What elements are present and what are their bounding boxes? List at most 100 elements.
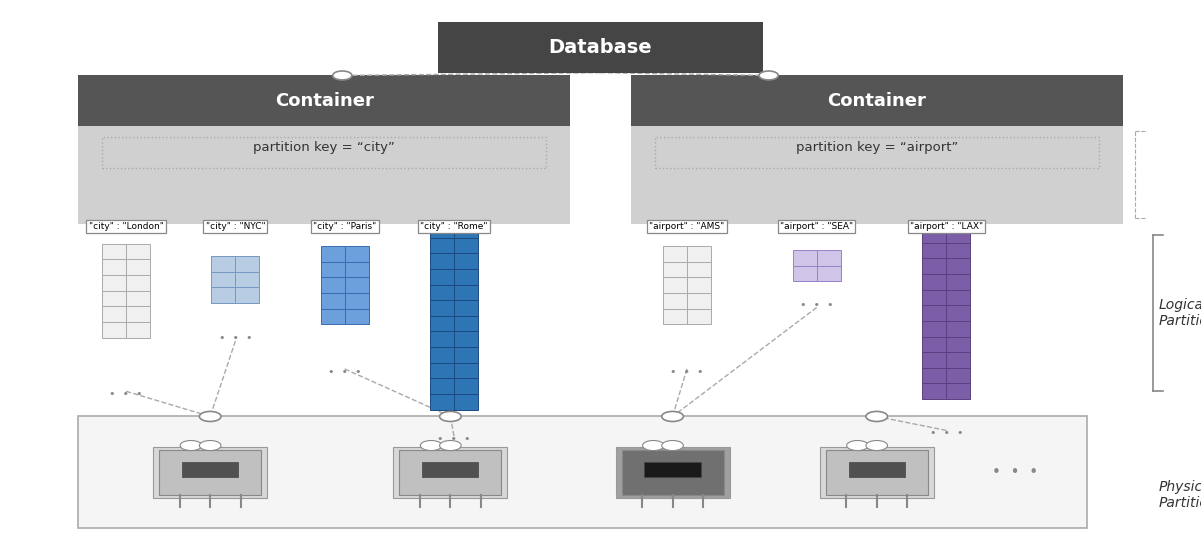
Bar [946, 352, 970, 368]
Bar [430, 378, 454, 394]
Bar [922, 337, 946, 352]
Circle shape [662, 411, 683, 421]
Bar [922, 368, 946, 383]
Text: •  •  •: • • • [437, 434, 471, 444]
Bar [946, 243, 970, 258]
Text: •  •  •: • • • [800, 300, 833, 310]
Bar [430, 238, 454, 253]
Bar [126, 306, 150, 322]
Text: •  •  •: • • • [992, 465, 1038, 480]
Bar [687, 277, 711, 293]
Text: •  •  •: • • • [670, 367, 704, 377]
FancyBboxPatch shape [438, 22, 763, 73]
Bar [321, 293, 345, 309]
FancyBboxPatch shape [849, 462, 904, 477]
Bar [430, 347, 454, 363]
Circle shape [199, 411, 221, 421]
Bar [454, 222, 478, 238]
Text: partition key = “airport”: partition key = “airport” [795, 140, 958, 154]
Bar [430, 316, 454, 331]
Bar [687, 262, 711, 277]
FancyBboxPatch shape [616, 447, 730, 498]
Bar [793, 266, 817, 281]
Bar [454, 238, 478, 253]
Text: "city" : "Rome": "city" : "Rome" [420, 222, 488, 231]
FancyBboxPatch shape [78, 75, 570, 126]
Bar [454, 394, 478, 410]
Text: "city" : "NYC": "city" : "NYC" [205, 222, 265, 231]
Bar [946, 227, 970, 243]
Circle shape [866, 440, 888, 451]
Bar [663, 293, 687, 309]
Bar [102, 291, 126, 306]
Bar [430, 363, 454, 378]
Bar [235, 287, 259, 303]
Bar [946, 321, 970, 337]
Text: "airport" : "SEA": "airport" : "SEA" [781, 222, 853, 231]
Bar [345, 246, 369, 262]
FancyBboxPatch shape [399, 450, 502, 495]
Text: •  •  •: • • • [328, 367, 362, 377]
FancyBboxPatch shape [78, 416, 1087, 528]
Bar [687, 293, 711, 309]
Bar [946, 274, 970, 290]
Text: "city" : "London": "city" : "London" [89, 222, 163, 231]
Bar [946, 383, 970, 399]
FancyBboxPatch shape [159, 450, 261, 495]
FancyBboxPatch shape [423, 462, 478, 477]
Bar [454, 285, 478, 300]
Bar [430, 269, 454, 285]
Text: Container: Container [275, 92, 374, 110]
Bar [946, 368, 970, 383]
Bar [126, 275, 150, 291]
Circle shape [333, 71, 352, 80]
Bar [126, 291, 150, 306]
Text: partition key = “city”: partition key = “city” [253, 140, 395, 154]
Bar [946, 305, 970, 321]
Circle shape [759, 71, 778, 80]
Bar [922, 290, 946, 305]
Bar [430, 394, 454, 410]
Bar [687, 309, 711, 324]
Bar [663, 262, 687, 277]
Text: "city" : "Paris": "city" : "Paris" [313, 222, 376, 231]
Bar [211, 256, 235, 272]
Bar [922, 258, 946, 274]
Circle shape [847, 440, 868, 451]
Text: Database: Database [549, 38, 652, 57]
Bar [922, 321, 946, 337]
Circle shape [420, 440, 442, 451]
Bar [922, 227, 946, 243]
Bar [102, 244, 126, 259]
Bar [102, 322, 126, 338]
Bar [454, 331, 478, 347]
Bar [922, 274, 946, 290]
FancyBboxPatch shape [622, 450, 723, 495]
Bar [126, 244, 150, 259]
Bar [321, 246, 345, 262]
FancyBboxPatch shape [631, 75, 1123, 126]
Bar [454, 363, 478, 378]
Bar [345, 262, 369, 277]
Circle shape [866, 411, 888, 421]
Bar [454, 269, 478, 285]
Bar [126, 322, 150, 338]
FancyBboxPatch shape [826, 450, 927, 495]
Bar [321, 277, 345, 293]
FancyBboxPatch shape [153, 447, 267, 498]
Text: Physical
Partitions: Physical Partitions [1159, 480, 1201, 510]
Text: •  •  •: • • • [930, 428, 963, 438]
Bar [946, 258, 970, 274]
Bar [430, 253, 454, 269]
Circle shape [440, 440, 461, 451]
Bar [211, 272, 235, 287]
Circle shape [199, 440, 221, 451]
Circle shape [440, 411, 461, 421]
Bar [817, 266, 841, 281]
Bar [430, 331, 454, 347]
Bar [922, 352, 946, 368]
FancyBboxPatch shape [819, 447, 934, 498]
Bar [345, 277, 369, 293]
Bar [102, 306, 126, 322]
FancyBboxPatch shape [645, 462, 700, 477]
